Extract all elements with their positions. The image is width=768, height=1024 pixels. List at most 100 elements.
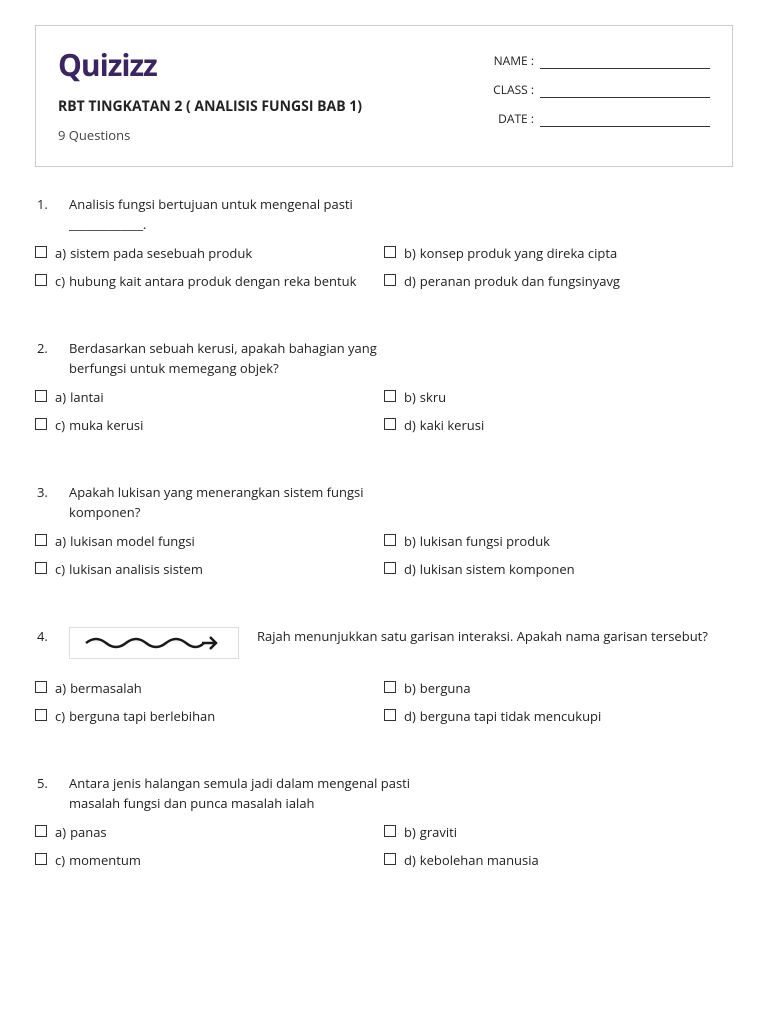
option: a)panas [35,823,384,843]
option-text: bermasalah [70,679,384,699]
question-text: Analisis fungsi bertujuan untuk mengenal… [69,195,429,234]
checkbox[interactable] [384,534,396,546]
option-text: lukisan analisis sistem [69,560,384,580]
option: b)lukisan fungsi produk [384,532,733,552]
checkbox[interactable] [35,390,47,402]
option-text: berguna tapi tidak mencukupi [420,707,733,727]
question-text: Berdasarkan sebuah kerusi, apakah bahagi… [69,339,429,378]
option: d)kebolehan manusia [384,851,733,871]
option-text: lantai [70,388,384,408]
option-text: skru [420,388,733,408]
option-text: peranan produk dan fungsinyavg [420,272,733,292]
question-block: 5.Antara jenis halangan semula jadi dala… [35,774,733,878]
option: b)berguna [384,679,733,699]
class-input-line[interactable] [540,84,710,98]
name-input-line[interactable] [540,55,710,69]
option-text: konsep produk yang direka cipta [420,244,733,264]
checkbox[interactable] [384,681,396,693]
question-image-row: Rajah menunjukkan satu garisan interaksi… [69,627,733,659]
option: d)berguna tapi tidak mencukupi [384,707,733,727]
question-number: 4. [35,627,69,669]
option-label: a) [55,532,66,552]
option-label: b) [404,823,416,843]
checkbox[interactable] [35,853,47,865]
question-image [69,627,239,659]
date-input-line[interactable] [540,113,710,127]
option-label: a) [55,388,66,408]
checkbox[interactable] [35,274,47,286]
quiz-title: RBT TINGKATAN 2 ( ANALISIS FUNGSI BAB 1) [58,97,490,116]
checkbox[interactable] [35,534,47,546]
question-row: 4. Rajah menunjukkan satu garisan interak… [35,627,733,669]
option: c)berguna tapi berlebihan [35,707,384,727]
option-label: c) [55,560,65,580]
checkbox[interactable] [35,246,47,258]
question-count: 9 Questions [58,126,490,144]
option: b)konsep produk yang direka cipta [384,244,733,264]
checkbox[interactable] [384,825,396,837]
question-text: Apakah lukisan yang menerangkan sistem f… [69,483,429,522]
checkbox[interactable] [35,418,47,430]
wavy-arrow-icon [84,633,224,653]
options-container: a)lantaib)skruc)muka kerusid)kaki kerusi [35,388,733,443]
question-text: Rajah menunjukkan satu garisan interaksi… [257,627,733,659]
option: a)lukisan model fungsi [35,532,384,552]
question-number: 5. [35,774,69,813]
option-text: muka kerusi [69,416,384,436]
option-label: d) [404,851,416,871]
option: d)peranan produk dan fungsinyavg [384,272,733,292]
option-text: hubung kait antara produk dengan reka be… [69,272,384,292]
option-label: a) [55,823,66,843]
option-text: lukisan fungsi produk [420,532,733,552]
option-text: panas [70,823,384,843]
name-label: NAME : [490,52,540,69]
checkbox[interactable] [384,418,396,430]
option-label: d) [404,416,416,436]
option-text: lukisan sistem komponen [420,560,733,580]
option-label: a) [55,244,66,264]
checkbox[interactable] [35,709,47,721]
option-label: d) [404,707,416,727]
option: b)graviti [384,823,733,843]
checkbox[interactable] [384,562,396,574]
header-right: NAME : CLASS : DATE : [490,44,710,144]
date-field-row: DATE : [490,110,710,127]
option: d)lukisan sistem komponen [384,560,733,580]
header-left: Quizizz RBT TINGKATAN 2 ( ANALISIS FUNGS… [58,44,490,144]
option-label: c) [55,851,65,871]
option: a)bermasalah [35,679,384,699]
option: d)kaki kerusi [384,416,733,436]
checkbox[interactable] [384,390,396,402]
checkbox[interactable] [384,853,396,865]
checkbox[interactable] [384,274,396,286]
class-label: CLASS : [490,81,540,98]
option: c)lukisan analisis sistem [35,560,384,580]
options-container: a)lukisan model fungsib)lukisan fungsi p… [35,532,733,587]
checkbox[interactable] [35,825,47,837]
option-label: c) [55,272,65,292]
checkbox[interactable] [384,709,396,721]
checkbox[interactable] [35,681,47,693]
date-label: DATE : [490,110,540,127]
question-block: 2.Berdasarkan sebuah kerusi, apakah baha… [35,339,733,443]
option-text: sistem pada sesebuah produk [70,244,384,264]
question-block: 3.Apakah lukisan yang menerangkan sistem… [35,483,733,587]
option-text: berguna tapi berlebihan [69,707,384,727]
checkbox[interactable] [384,246,396,258]
option-text: momentum [69,851,384,871]
option: c)muka kerusi [35,416,384,436]
name-field-row: NAME : [490,52,710,69]
option: a)lantai [35,388,384,408]
option: a)sistem pada sesebuah produk [35,244,384,264]
checkbox[interactable] [35,562,47,574]
option-text: kebolehan manusia [420,851,733,871]
option-text: berguna [420,679,733,699]
options-container: a)panasb)gravitic)momentumd)kebolehan ma… [35,823,733,878]
option-label: b) [404,244,416,264]
option-label: d) [404,560,416,580]
option-text: kaki kerusi [420,416,733,436]
option-label: a) [55,679,66,699]
question-row: 3.Apakah lukisan yang menerangkan sistem… [35,483,733,522]
option-label: b) [404,532,416,552]
logo: Quizizz [58,44,490,85]
